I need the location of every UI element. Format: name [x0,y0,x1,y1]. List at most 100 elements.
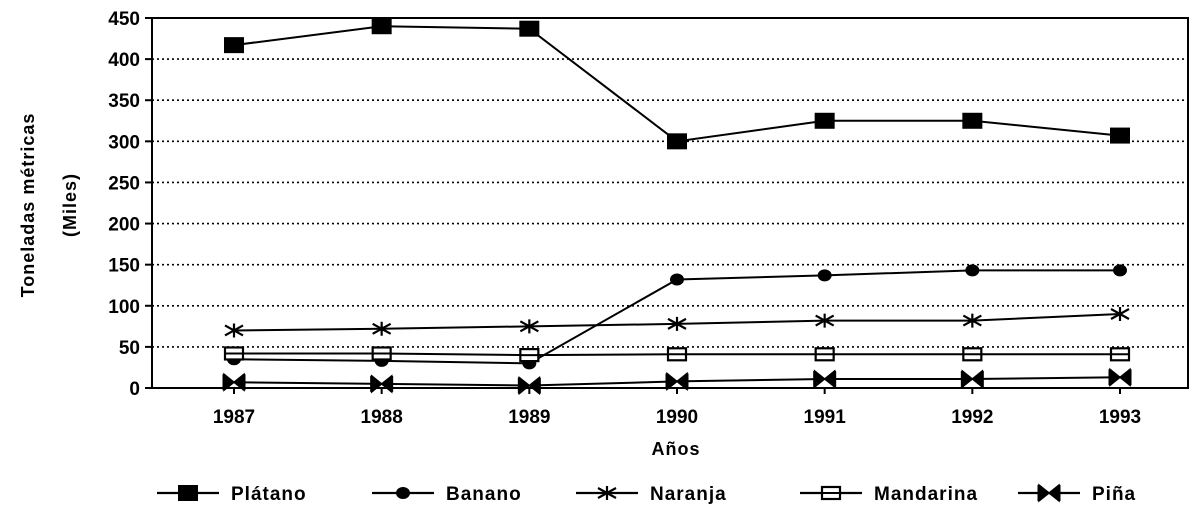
legend-item-4: Piña [1018,483,1136,505]
data-point-1992 [960,369,984,389]
star-marker-icon [519,319,539,334]
diamond-marker-icon [965,264,980,277]
data-point-1992 [962,112,983,129]
data-point-1987 [224,37,244,54]
bowtie-marker-icon [961,369,984,389]
data-point-1990 [665,371,689,391]
star-marker-icon [597,486,617,500]
legend-item-0: Plátano [157,484,307,505]
legend-label: Plátano [231,484,307,505]
data-point-1987 [222,372,246,392]
square-marker-icon [178,485,198,501]
y-tick-label-150: 150 [108,256,140,277]
x-tick-label-1988: 1988 [361,407,403,428]
y-tick-label-300: 300 [108,132,140,153]
data-point-1992 [962,313,982,328]
star-marker-icon [962,313,982,328]
square-marker-icon [1110,127,1130,144]
x-tick-label-1991: 1991 [804,407,847,428]
series-4 [222,367,1132,396]
data-point-1989 [517,375,541,396]
data-point-1990 [666,347,688,362]
data-point-1991 [814,112,835,129]
bowtie-marker-icon [1038,483,1060,503]
grid-lines [152,17,1188,348]
legend-marker [396,487,410,499]
legend-marker [178,485,198,501]
y-tick-label-100: 100 [108,297,140,318]
diamond-marker-icon [1113,264,1127,277]
square-marker-icon [667,133,687,150]
data-point-1992 [962,347,983,362]
diamond-marker-icon [670,273,684,286]
y-tick-label-400: 400 [108,50,140,71]
data-point-1987 [223,346,245,361]
diamond-marker-icon [396,487,410,499]
series-0 [224,18,1130,150]
y-tick-label-0: 0 [129,379,140,400]
legend-marker [820,485,842,501]
square-marker-icon [371,18,392,35]
y-tick-label-350: 350 [108,91,140,112]
data-point-1992 [965,264,980,277]
series-lines [222,18,1132,396]
data-point-1989 [519,348,540,363]
data-point-1987 [224,323,244,338]
data-point-1990 [667,133,687,150]
legend-item-3: Mandarina [800,484,978,505]
star-marker-icon [667,316,687,331]
x-tick-label-1992: 1992 [951,407,993,428]
legend-marker [597,486,617,500]
data-point-1989 [519,319,539,334]
data-point-1993 [1110,127,1130,144]
data-point-1993 [1109,347,1131,362]
legend: Plátano Banano Naranja Mandarina Piña [157,483,1136,505]
data-point-1991 [814,347,835,362]
data-point-1988 [372,321,392,336]
series-line [233,25,1121,143]
data-point-1991 [813,369,837,389]
star-marker-icon [815,313,835,328]
data-point-1990 [670,273,684,286]
x-tick-label-1990: 1990 [656,407,698,428]
y-axis-title-line2: (Miles) [60,173,80,237]
data-point-1989 [519,20,540,37]
tick-labels: 0 50 100 150 200 250 300 350 400 450 1987 1988 1989 1… [108,9,1141,428]
star-marker-icon [372,321,392,336]
star-marker-icon [224,323,244,338]
legend-item-2: Naranja [576,484,727,505]
legend-label: Naranja [650,484,727,505]
series-2 [224,307,1130,338]
square-marker-icon [814,112,835,129]
data-point-1988 [370,374,394,394]
legend-label: Mandarina [874,484,978,505]
legend-label: Piña [1092,484,1136,505]
plot-frame [151,17,1189,389]
y-axis-title-line1: Toneladas métricas [18,113,38,298]
x-axis-title: Años [652,439,701,459]
y-tick-label-50: 50 [119,338,140,359]
legend-label: Banano [446,484,522,505]
data-point-1991 [815,313,835,328]
legend-item-1: Banano [372,484,522,505]
data-point-1993 [1108,367,1132,387]
data-point-1993 [1110,307,1130,321]
legend-marker [1037,483,1061,503]
x-tick-label-1989: 1989 [508,407,550,428]
y-tick-label-250: 250 [108,173,140,194]
square-marker-icon [224,37,244,54]
data-point-1991 [817,269,832,282]
y-tick-label-200: 200 [108,215,140,236]
data-point-1990 [667,316,687,331]
square-marker-icon [962,112,983,129]
y-tick-label-450: 450 [108,9,140,30]
bowtie-marker-icon [813,369,836,389]
axes [145,17,1189,394]
data-point-1993 [1113,264,1127,277]
diamond-marker-icon [817,269,832,282]
data-point-1988 [371,346,392,361]
data-point-1988 [371,18,392,35]
square-marker-icon [519,20,540,37]
series-3 [223,346,1131,363]
